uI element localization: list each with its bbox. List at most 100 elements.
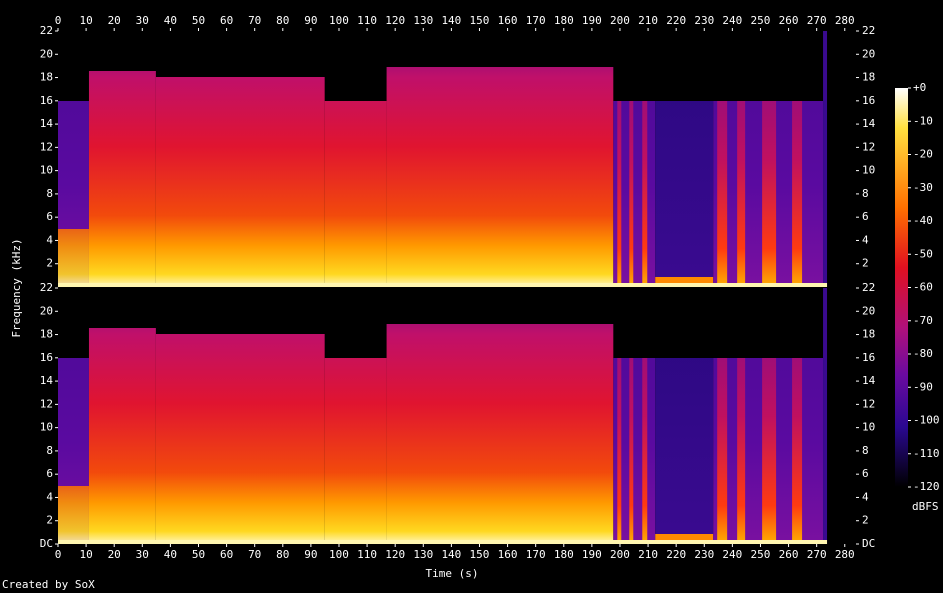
- x-tick-label: 180: [554, 548, 574, 561]
- y-tick-label-right: 20: [862, 47, 875, 60]
- y-tick-label: 8: [46, 187, 53, 200]
- y-tick-label: 20: [40, 304, 53, 317]
- x-tick-label: 200: [610, 548, 630, 561]
- x-tick-label: 140: [441, 548, 461, 561]
- footer: Created by SoX: [2, 578, 95, 591]
- x-tick-label-top: 0: [55, 14, 62, 27]
- colorbar-tick-label: -60: [913, 281, 933, 294]
- y-tick-label: 4: [46, 490, 53, 503]
- colorbar-tick-label: -30: [913, 181, 933, 194]
- y-tick-label-right: 8: [862, 187, 869, 200]
- y-tick-label-right: 18: [862, 71, 875, 84]
- y-tick-label: 16: [40, 94, 53, 107]
- y-tick-label-right: 22: [862, 24, 875, 37]
- y-tick-label: 6: [46, 467, 53, 480]
- x-tick-label-top: 190: [582, 14, 602, 27]
- x-tick-label: 120: [385, 548, 405, 561]
- x-tick-label: 220: [666, 548, 686, 561]
- x-tick-label-top: 280: [835, 14, 855, 27]
- y-tick-label-right: 6: [862, 210, 869, 223]
- x-tick-label-top: 50: [192, 14, 205, 27]
- y-tick-label: 14: [40, 374, 54, 387]
- y-tick-label-right: 10: [862, 421, 875, 434]
- x-tick-label: 260: [779, 548, 799, 561]
- x-tick-label-top: 120: [385, 14, 405, 27]
- y-tick-label-right: 12: [862, 140, 875, 153]
- x-tick-label: 210: [638, 548, 658, 561]
- x-tick-label-top: 10: [79, 14, 92, 27]
- colorbar-tick-label: -20: [913, 148, 933, 161]
- colorbar-tick-label: -50: [913, 247, 933, 260]
- x-tick-label-top: 200: [610, 14, 630, 27]
- x-tick-label: 50: [192, 548, 205, 561]
- y-tick-label: 16: [40, 351, 53, 364]
- x-tick-label-top: 20: [108, 14, 121, 27]
- x-tick-label: 160: [498, 548, 518, 561]
- x-tick-label-top: 140: [441, 14, 461, 27]
- y-tick-label-right: 22: [862, 281, 875, 294]
- y-axis-label: Frequency (kHz): [10, 238, 23, 337]
- y-tick-label-right: 4: [862, 233, 869, 246]
- y-tick-label-right: 14: [862, 117, 876, 130]
- colorbar-tick-label: +0: [913, 81, 926, 94]
- colorbar-tick-label: -40: [913, 214, 933, 227]
- x-tick-label-top: 160: [498, 14, 518, 27]
- x-tick-label-top: 100: [329, 14, 349, 27]
- x-tick-label-top: 240: [722, 14, 742, 27]
- x-tick-label-top: 150: [470, 14, 490, 27]
- x-tick-label: 270: [807, 548, 827, 561]
- spectrogram-channel-1: [58, 31, 856, 287]
- y-tick-label: 22: [40, 24, 53, 37]
- colorbar-tick-label: -70: [913, 314, 933, 327]
- x-tick-label-top: 270: [807, 14, 827, 27]
- y-tick-label-right: 4: [862, 490, 869, 503]
- x-tick-label: 170: [526, 548, 546, 561]
- x-tick-label-top: 260: [779, 14, 799, 27]
- x-tick-label-top: 220: [666, 14, 686, 27]
- spectrogram-channel-2: [58, 288, 856, 544]
- y-tick-label-right: DC: [862, 537, 875, 550]
- x-tick-label: 60: [220, 548, 233, 561]
- x-tick-label: 230: [694, 548, 714, 561]
- y-tick-label-right: 2: [862, 257, 869, 270]
- y-tick-label: 10: [40, 164, 53, 177]
- x-tick-label: 280: [835, 548, 855, 561]
- x-tick-label: 110: [357, 548, 377, 561]
- y-tick-label: 18: [40, 71, 53, 84]
- y-tick-label-right: 6: [862, 467, 869, 480]
- x-tick-label: 100: [329, 548, 349, 561]
- x-tick-label: 40: [164, 548, 177, 561]
- y-tick-label: 12: [40, 397, 53, 410]
- colorbar-tick-label: -90: [913, 380, 933, 393]
- colorbar-tick-label: -80: [913, 347, 933, 360]
- x-tick-label: 80: [276, 548, 289, 561]
- y-tick-label: 18: [40, 328, 53, 341]
- y-tick-label-right: 20: [862, 304, 875, 317]
- x-tick-label: 240: [722, 548, 742, 561]
- colorbar-tick-label: -100: [913, 414, 940, 427]
- y-tick-label-right: 16: [862, 94, 875, 107]
- x-tick-label-top: 180: [554, 14, 574, 27]
- x-tick-label-top: 110: [357, 14, 377, 27]
- x-tick-label-top: 40: [164, 14, 177, 27]
- colorbar-tick-label: -120: [913, 480, 940, 493]
- y-tick-label: 10: [40, 421, 53, 434]
- x-tick-label-top: 250: [751, 14, 771, 27]
- y-tick-label: 2: [46, 514, 53, 527]
- y-tick-label: 6: [46, 210, 53, 223]
- x-tick-label-top: 90: [304, 14, 317, 27]
- y-tick-label: 8: [46, 444, 53, 457]
- y-tick-label-right: 8: [862, 444, 869, 457]
- x-tick-label-top: 70: [248, 14, 261, 27]
- x-tick-label: 20: [108, 548, 121, 561]
- colorbar-tick-label: -110: [913, 447, 940, 460]
- y-tick-label-right: 18: [862, 328, 875, 341]
- y-tick-label: 2: [46, 257, 53, 270]
- colorbar-label: dBFS: [912, 500, 939, 513]
- y-tick-label: 22: [40, 281, 53, 294]
- y-tick-label: 14: [40, 117, 54, 130]
- y-tick-label: 4: [46, 233, 53, 246]
- x-tick-label: 250: [751, 548, 771, 561]
